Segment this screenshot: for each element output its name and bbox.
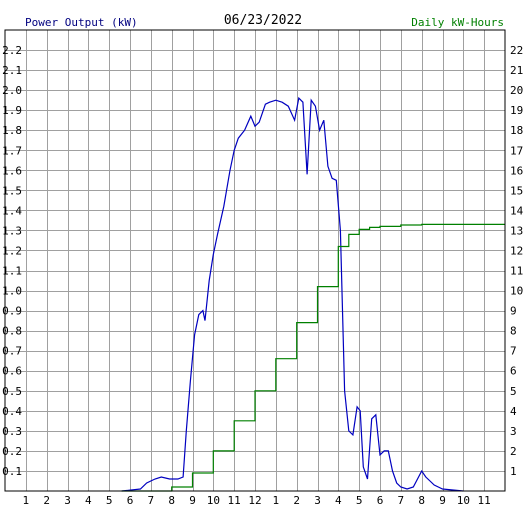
power-tick-label: 1.2	[2, 244, 22, 257]
power-tick-label: 0.3	[2, 425, 22, 438]
energy-tick-label: 11	[510, 265, 523, 278]
hour-tick-label: 3	[314, 494, 321, 507]
hour-tick-label: 10	[207, 494, 220, 507]
energy-tick-label: 19	[510, 104, 523, 117]
power-tick-label: 0.5	[2, 385, 22, 398]
hour-tick-label: 11	[478, 494, 491, 507]
chart-date-title: 06/23/2022	[224, 13, 302, 28]
power-tick-label: 1.4	[2, 204, 22, 217]
energy-series-line	[121, 223, 505, 492]
power-tick-label: 1.8	[2, 124, 22, 137]
energy-tick-label: 13	[510, 224, 523, 237]
energy-tick-label: 10	[510, 285, 523, 298]
power-tick-label: 0.6	[2, 365, 22, 378]
power-tick-label: 1.1	[2, 265, 22, 278]
energy-tick-label: 8	[510, 325, 517, 338]
power-tick-label: 1.3	[2, 224, 22, 237]
hour-tick-label: 5	[106, 494, 113, 507]
energy-tick-label: 4	[510, 405, 517, 418]
energy-tick-label: 14	[510, 204, 524, 217]
power-axis-title: Power Output (kW)	[25, 16, 138, 29]
hour-tick-label: 11	[228, 494, 241, 507]
energy-tick-label: 22	[510, 44, 523, 57]
energy-tick-label: 20	[510, 84, 523, 97]
hour-tick-label: 5	[356, 494, 363, 507]
power-tick-label: 1.0	[2, 285, 22, 298]
hour-tick-label: 8	[168, 494, 175, 507]
energy-axis-title: Daily kW-Hours	[411, 16, 504, 29]
power-axis-ticks: 0.1 0.2 0.3 0.4 0.5 0.6 0.7 0.8 0.9 1.0 1.1 1.2 1.3 1…	[2, 44, 22, 478]
power-tick-label: 2.1	[2, 64, 22, 77]
energy-tick-label: 21	[510, 64, 523, 77]
power-tick-label: 1.9	[2, 104, 22, 117]
hour-tick-label: 9	[439, 494, 446, 507]
hour-tick-label: 2	[293, 494, 300, 507]
hour-tick-label: 6	[127, 494, 134, 507]
hour-tick-label: 9	[189, 494, 196, 507]
energy-tick-label: 17	[510, 144, 523, 157]
hour-tick-label: 2	[43, 494, 50, 507]
hour-tick-label: 8	[418, 494, 425, 507]
grid-lines	[5, 30, 505, 491]
energy-tick-label: 15	[510, 184, 523, 197]
series-layer	[121, 96, 505, 492]
power-tick-label: 1.7	[2, 144, 22, 157]
hour-tick-label: 3	[64, 494, 71, 507]
energy-tick-label: 2	[510, 445, 517, 458]
hour-tick-label: 10	[457, 494, 470, 507]
power-tick-label: 1.5	[2, 184, 22, 197]
hour-tick-label: 1	[23, 494, 30, 507]
power-tick-label: 0.2	[2, 445, 22, 458]
power-tick-label: 0.4	[2, 405, 22, 418]
energy-tick-label: 5	[510, 385, 517, 398]
power-tick-label: 2.2	[2, 44, 22, 57]
hour-axis-ticks: 1 2 3 4 5 6 7 8 9 10 11 12 1 2 3 4 5 6 7 8 9 10 11	[23, 494, 491, 507]
energy-tick-label: 7	[510, 345, 517, 358]
energy-tick-label: 18	[510, 124, 523, 137]
energy-tick-label: 3	[510, 425, 517, 438]
power-tick-label: 0.8	[2, 325, 22, 338]
plot-border	[4, 29, 506, 492]
hour-tick-label: 6	[377, 494, 384, 507]
power-tick-label: 0.9	[2, 305, 22, 318]
power-tick-label: 0.1	[2, 465, 22, 478]
power-tick-label: 2.0	[2, 84, 22, 97]
hour-tick-label: 12	[248, 494, 261, 507]
hour-tick-label: 7	[148, 494, 155, 507]
hour-tick-label: 4	[335, 494, 342, 507]
power-tick-label: 1.6	[2, 164, 22, 177]
energy-tick-label: 16	[510, 164, 523, 177]
energy-tick-label: 1	[510, 465, 517, 478]
energy-tick-label: 9	[510, 305, 517, 318]
hour-tick-label: 7	[398, 494, 405, 507]
power-series-line	[121, 96, 464, 492]
hour-tick-label: 4	[85, 494, 92, 507]
power-tick-label: 0.7	[2, 345, 22, 358]
energy-tick-label: 12	[510, 244, 523, 257]
energy-tick-label: 6	[510, 365, 517, 378]
hour-tick-label: 1	[273, 494, 280, 507]
